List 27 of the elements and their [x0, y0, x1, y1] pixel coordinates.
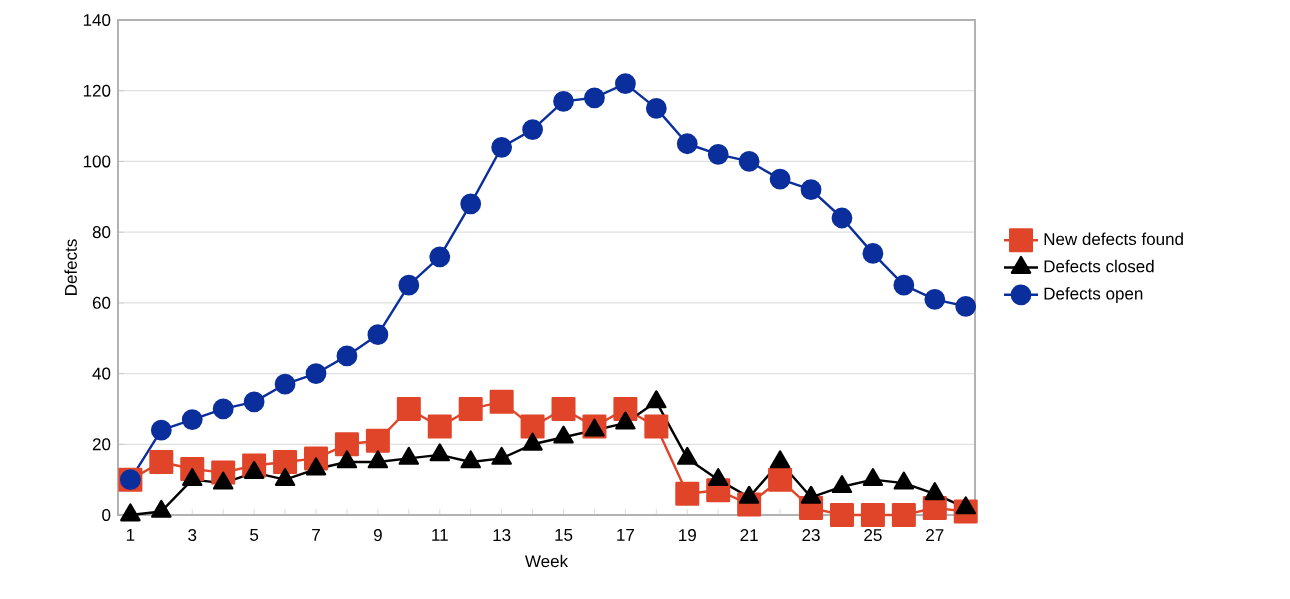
x-tick-label: 17	[617, 529, 634, 541]
x-tick-label: 11	[432, 529, 448, 541]
x-tick-label: 15	[555, 529, 573, 541]
legend-label: Defects closed	[1044, 259, 1154, 273]
y-tick-label: 0	[102, 508, 111, 522]
y-tick-label: 100	[83, 155, 111, 168]
legend-label: New defects found	[1044, 232, 1183, 246]
y-tick-label: 40	[92, 367, 111, 380]
y-tick-label: 20	[92, 438, 111, 451]
x-tick-label: 9	[373, 529, 382, 542]
y-tick-label: 140	[83, 13, 111, 26]
x-tick-label: 23	[802, 529, 820, 542]
x-tick-label: 7	[312, 529, 320, 541]
y-tick-label: 80	[92, 226, 111, 239]
y-tick-label: 60	[92, 296, 111, 309]
x-tick-label: 19	[679, 529, 696, 542]
x-tick-label: 13	[493, 529, 511, 542]
x-tick-label: 25	[864, 529, 882, 542]
x-tick-label: 27	[926, 529, 944, 541]
legend-label: Defects open	[1044, 287, 1143, 303]
x-tick-label: 5	[250, 529, 259, 541]
x-axis-title: Week	[524, 554, 569, 568]
y-tick-label: 120	[83, 84, 111, 97]
x-tick-label: 1	[126, 529, 135, 541]
x-tick-label: 3	[188, 529, 197, 542]
y-axis-title: Defects	[64, 239, 77, 295]
x-tick-label: 21	[740, 529, 758, 541]
